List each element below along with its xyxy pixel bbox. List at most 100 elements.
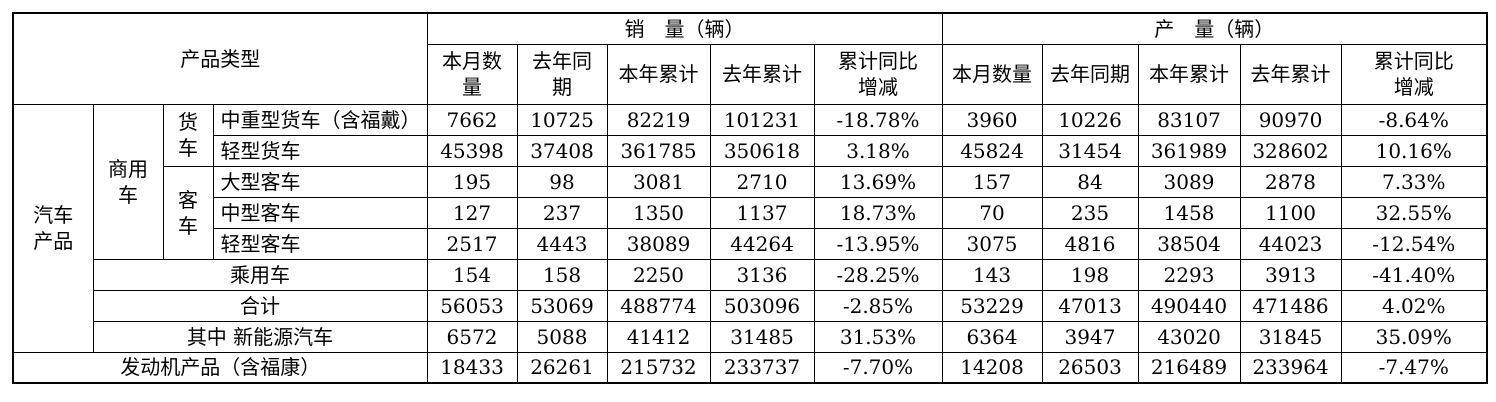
cell-prod-yoy: -12.54% [1340, 227, 1488, 260]
cell-sales-last-period: 26261 [516, 351, 608, 384]
prod-yoy-header: 累计同比 增减 [1340, 43, 1488, 105]
cell-prod-month: 143 [941, 258, 1043, 291]
cell-prod-month: 3075 [941, 227, 1043, 260]
cell-sales-month: 7662 [426, 103, 518, 136]
cell-prod-last-ytd: 1100 [1239, 196, 1342, 229]
cell-prod-yoy: -7.47% [1340, 351, 1488, 384]
cell-sales-month: 6572 [426, 320, 518, 353]
row-large-bus: 客 车 大型客车 195 98 3081 2710 13.69% 157 84 … [13, 165, 1488, 260]
cell-sales-last-ytd: 3136 [709, 258, 815, 291]
cell-sales-ytd: 361785 [606, 134, 711, 167]
cell-sales-last-period: 98 [516, 165, 608, 198]
cell-sales-yoy: -28.25% [813, 258, 943, 291]
cell-sales-month: 2517 [426, 227, 518, 260]
cell-prod-last-ytd: 3913 [1239, 258, 1342, 291]
cell-prod-ytd: 3089 [1137, 165, 1241, 198]
cell-sales-ytd: 41412 [606, 320, 711, 353]
sales-yoy-header: 累计同比 增减 [813, 43, 943, 105]
cell-prod-month: 6364 [941, 320, 1043, 353]
cell-prod-ytd: 2293 [1137, 258, 1241, 291]
cell-prod-last-ytd: 31845 [1239, 320, 1342, 353]
row-label: 发动机产品（含福康） [12, 351, 428, 384]
cell-sales-last-period: 10725 [516, 103, 608, 136]
cell-prod-last-ytd: 2878 [1239, 165, 1342, 198]
row-label: 轻型货车 [212, 134, 428, 167]
cell-sales-yoy: 31.53% [813, 320, 943, 353]
header-row-groups: 产品类型 销 量（辆） 产 量（辆） [12, 12, 1488, 105]
row-medium-bus: 中型客车 127 237 1350 1137 18.73% 70 235 145… [13, 196, 1488, 229]
cell-sales-last-ytd: 503096 [709, 289, 815, 322]
row-label: 大型客车 [212, 165, 428, 198]
cell-prod-ytd: 38504 [1137, 227, 1241, 260]
cell-sales-yoy: 3.18% [813, 134, 943, 167]
row-label: 合计 [92, 289, 428, 322]
row-label: 中型客车 [212, 196, 428, 229]
cell-prod-last-period: 198 [1041, 258, 1139, 291]
cell-prod-yoy: -8.64% [1340, 103, 1488, 136]
cell-sales-yoy: -13.95% [813, 227, 943, 260]
cell-sales-last-period: 37408 [516, 134, 608, 167]
cell-prod-month: 14208 [941, 351, 1043, 384]
cell-sales-ytd: 82219 [606, 103, 711, 136]
row-label: 中重型货车（含福戴） [212, 103, 428, 136]
cell-sales-yoy: -2.85% [813, 289, 943, 322]
cell-prod-last-period: 84 [1041, 165, 1139, 198]
cell-prod-ytd: 1458 [1137, 196, 1241, 229]
cell-sales-last-ytd: 2710 [709, 165, 815, 198]
cell-sales-yoy: -7.70% [813, 351, 943, 384]
cell-sales-last-ytd: 350618 [709, 134, 815, 167]
cell-sales-last-period: 158 [516, 258, 608, 291]
cell-sales-yoy: -18.78% [813, 103, 943, 136]
cell-prod-ytd: 490440 [1137, 289, 1241, 322]
cell-sales-last-ytd: 31485 [709, 320, 815, 353]
production-group-header: 产 量（辆） [941, 12, 1488, 45]
group-bus: 客 车 [162, 165, 214, 260]
cell-prod-last-ytd: 44023 [1239, 227, 1342, 260]
cell-prod-last-ytd: 90970 [1239, 103, 1342, 136]
cell-prod-last-ytd: 328602 [1239, 134, 1342, 167]
sales-ytd-header: 本年累计 [606, 43, 711, 105]
cell-prod-last-period: 47013 [1041, 289, 1139, 322]
cell-prod-ytd: 216489 [1137, 351, 1241, 384]
cell-prod-last-period: 4816 [1041, 227, 1139, 260]
header-row-columns: 本月数 量 去年同 期 本年累计 去年累计 累计同比 增减 本月数量 去年同期 … [13, 43, 1488, 105]
cell-prod-last-period: 235 [1041, 196, 1139, 229]
cell-sales-yoy: 18.73% [813, 196, 943, 229]
cell-sales-last-ytd: 101231 [709, 103, 815, 136]
row-new-energy-vehicle: 其中 新能源汽车 6572 5088 41412 31485 31.53% 63… [13, 320, 1488, 353]
cell-prod-last-ytd: 233964 [1239, 351, 1342, 384]
sales-last-ytd-header: 去年累计 [709, 43, 815, 105]
cell-prod-yoy: -41.40% [1340, 258, 1488, 291]
cell-prod-yoy: 10.16% [1340, 134, 1488, 167]
cell-prod-yoy: 32.55% [1340, 196, 1488, 229]
group-commercial-vehicle: 商用 车 [92, 103, 164, 260]
row-label: 轻型客车 [212, 227, 428, 260]
row-light-bus: 轻型客车 2517 4443 38089 44264 -13.95% 3075 … [13, 227, 1488, 260]
cell-sales-last-period: 53069 [516, 289, 608, 322]
cell-sales-last-period: 4443 [516, 227, 608, 260]
prod-last-year-period-header: 去年同期 [1041, 43, 1139, 105]
row-total: 合计 56053 53069 488774 503096 -2.85% 5322… [13, 289, 1488, 322]
cell-prod-ytd: 43020 [1137, 320, 1241, 353]
cell-prod-yoy: 4.02% [1340, 289, 1488, 322]
production-sales-table: 产品类型 销 量（辆） 产 量（辆） 本月数 量 去年同 期 本年累计 去年累计… [12, 12, 1488, 384]
cell-prod-last-ytd: 471486 [1239, 289, 1342, 322]
row-medium-heavy-truck: 汽车 产品 商用 车 货 车 中重型货车（含福戴） 7662 10725 822… [12, 103, 1488, 353]
cell-prod-last-period: 26503 [1041, 351, 1139, 384]
prod-month-qty-header: 本月数量 [941, 43, 1043, 105]
cell-prod-last-period: 31454 [1041, 134, 1139, 167]
cell-sales-ytd: 1350 [606, 196, 711, 229]
row-label: 乘用车 [92, 258, 428, 291]
cell-prod-ytd: 361989 [1137, 134, 1241, 167]
cell-prod-month: 45824 [941, 134, 1043, 167]
cell-prod-month: 53229 [941, 289, 1043, 322]
cell-sales-yoy: 13.69% [813, 165, 943, 198]
sales-month-qty-header: 本月数 量 [426, 43, 518, 105]
row-label: 其中 新能源汽车 [92, 320, 428, 353]
cell-prod-month: 3960 [941, 103, 1043, 136]
row-light-truck: 轻型货车 45398 37408 361785 350618 3.18% 458… [13, 134, 1488, 167]
cell-sales-month: 56053 [426, 289, 518, 322]
cell-prod-yoy: 7.33% [1340, 165, 1488, 198]
sales-last-year-period-header: 去年同 期 [516, 43, 608, 105]
cell-sales-ytd: 2250 [606, 258, 711, 291]
